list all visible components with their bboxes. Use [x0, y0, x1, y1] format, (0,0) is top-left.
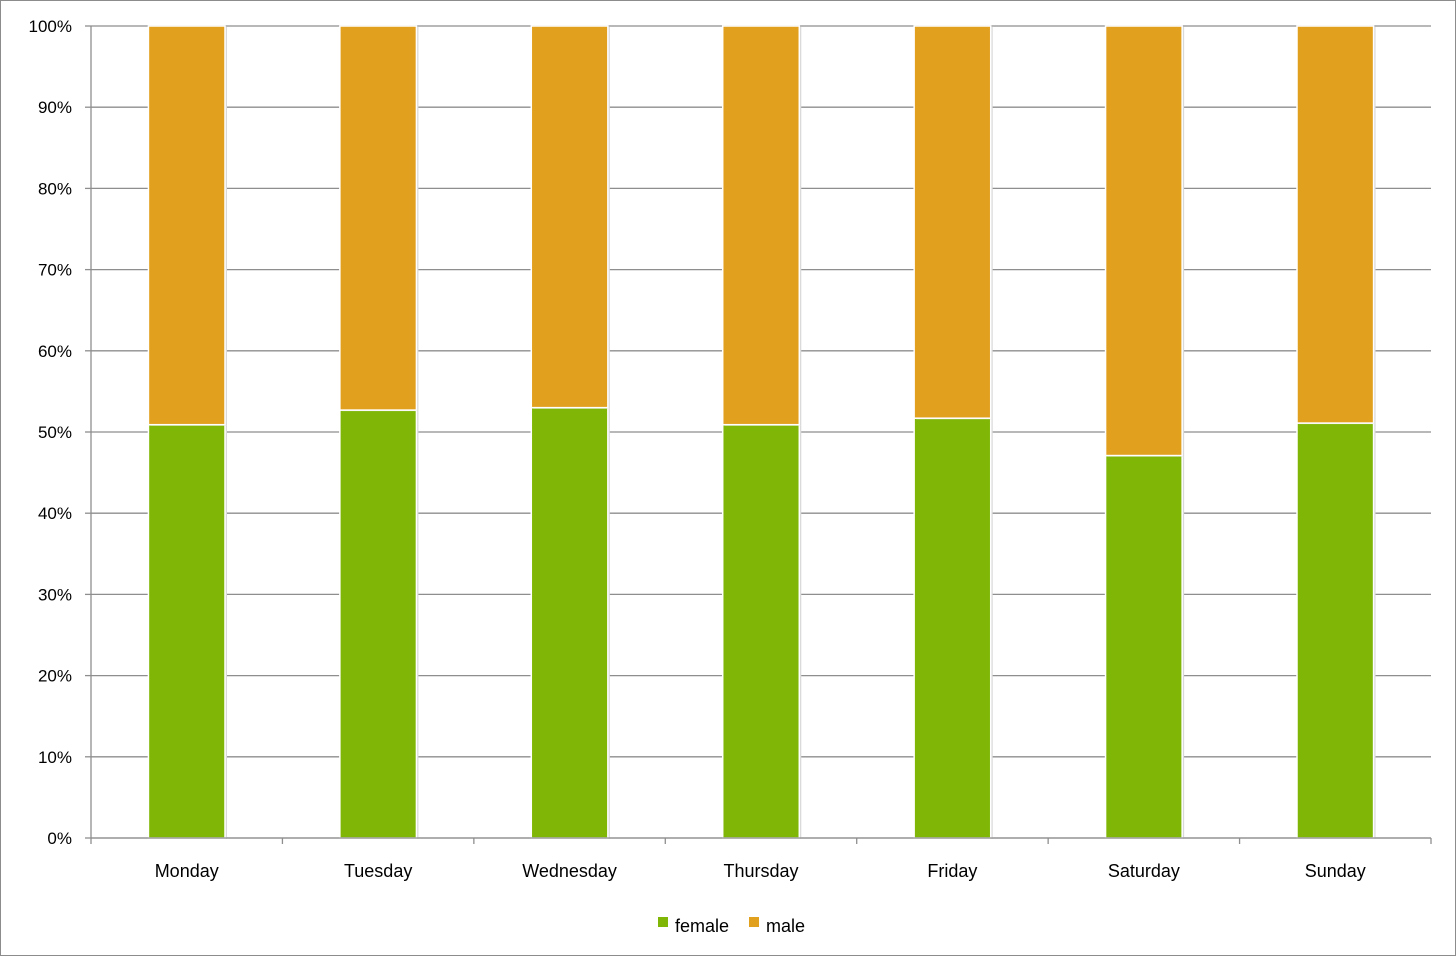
x-category-label: Monday [155, 861, 219, 881]
bar-male [913, 25, 992, 419]
bar-female [1296, 422, 1375, 839]
x-category-label: Friday [927, 861, 977, 881]
y-tick-label: 60% [38, 342, 72, 361]
bar-female [1104, 454, 1183, 839]
bar-male [1296, 25, 1375, 424]
y-tick-label: 50% [38, 423, 72, 442]
bar-male [147, 25, 226, 426]
y-tick-label: 100% [29, 17, 72, 36]
bar-male [1104, 25, 1183, 457]
x-category-label: Sunday [1305, 861, 1366, 881]
y-tick-label: 30% [38, 585, 72, 604]
y-tick-label: 70% [38, 261, 72, 280]
y-tick-label: 90% [38, 98, 72, 117]
bar-female [530, 406, 609, 839]
legend-label-female: female [675, 916, 729, 936]
y-tick-label: 10% [38, 748, 72, 767]
bar-female [721, 423, 801, 839]
axes: 0% 10% 20% 30% 40% 50% 60% 70% 80% 90% 100% Monday T… [29, 17, 1432, 881]
bar-male [339, 25, 418, 411]
bar-male [721, 25, 801, 426]
x-category-label: Thursday [723, 861, 798, 881]
x-category-label: Wednesday [522, 861, 617, 881]
legend-swatch-female [658, 917, 668, 927]
legend-swatch-male [749, 917, 759, 927]
y-tick-label: 40% [38, 504, 72, 523]
y-tick-label: 20% [38, 667, 72, 686]
x-category-label: Saturday [1108, 861, 1180, 881]
legend-label-male: male [766, 916, 805, 936]
y-tick-label: 0% [47, 829, 72, 848]
bars [147, 25, 1376, 839]
y-tick-label: 80% [38, 179, 72, 198]
bar-female [147, 423, 226, 839]
x-category-label: Tuesday [344, 861, 412, 881]
bar-female [339, 409, 418, 839]
bar-male [530, 25, 609, 409]
bar-female [913, 417, 992, 839]
legend: female male [658, 916, 805, 936]
